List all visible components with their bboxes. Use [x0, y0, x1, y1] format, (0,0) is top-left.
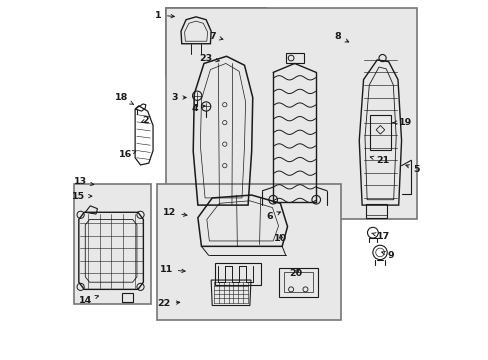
- Text: 10: 10: [274, 234, 287, 243]
- Text: 16: 16: [119, 150, 136, 159]
- Bar: [278, 268, 317, 297]
- Text: 4: 4: [191, 104, 204, 113]
- Text: 12: 12: [163, 208, 186, 217]
- Text: 5: 5: [405, 165, 419, 174]
- Text: 6: 6: [266, 212, 280, 221]
- Bar: [369, 116, 390, 149]
- Text: 3: 3: [171, 93, 186, 102]
- Text: 1: 1: [155, 10, 174, 19]
- Text: 21: 21: [369, 156, 389, 165]
- Text: 11: 11: [159, 265, 185, 274]
- Bar: [214, 263, 261, 285]
- Bar: [285, 53, 303, 63]
- Text: 20: 20: [288, 269, 301, 278]
- Text: 13: 13: [73, 177, 94, 186]
- Text: 18: 18: [114, 93, 133, 104]
- Text: 2: 2: [141, 116, 148, 125]
- Bar: [156, 184, 341, 320]
- Text: 22: 22: [158, 299, 180, 308]
- Text: 9: 9: [381, 251, 394, 260]
- Text: 17: 17: [371, 232, 389, 241]
- Bar: [74, 184, 151, 304]
- Text: 7: 7: [209, 32, 223, 41]
- Bar: [165, 8, 265, 76]
- Text: 8: 8: [334, 32, 348, 42]
- Bar: [165, 8, 416, 220]
- Text: 14: 14: [79, 295, 98, 305]
- Text: 19: 19: [392, 118, 411, 127]
- Text: 23: 23: [199, 54, 219, 63]
- Bar: [365, 204, 386, 218]
- Text: 15: 15: [72, 192, 92, 201]
- Bar: [284, 272, 312, 292]
- Bar: [122, 293, 132, 302]
